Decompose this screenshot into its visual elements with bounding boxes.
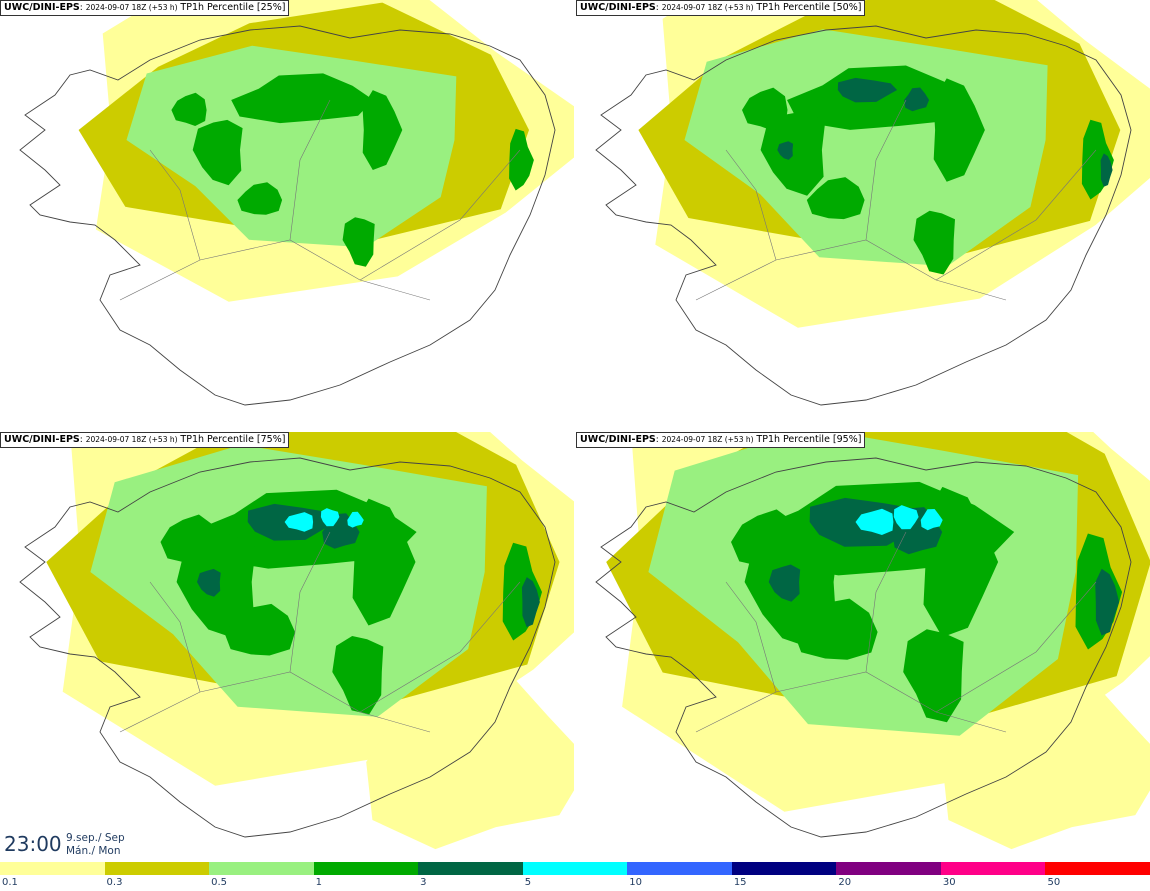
precip-area-3: [777, 141, 794, 160]
precip-area-1: [192, 119, 243, 186]
map-panel-p25: UWC/DINI-EPS: 2024-09-07 18Z (+53 h) TP1…: [0, 0, 574, 430]
precip-area-1: [231, 73, 374, 124]
variable-label: TP1h Percentile [75%]: [180, 434, 286, 445]
valid-date: 9.sep./ Sep Mán./ Mon: [66, 832, 125, 858]
variable-label: TP1h Percentile [95%]: [756, 434, 862, 445]
legend-colorbar: [0, 862, 1150, 875]
precip-area-5: [855, 508, 894, 535]
precip-area-3: [1100, 153, 1113, 187]
precip-area-5: [284, 512, 314, 532]
legend-swatch: [731, 862, 837, 875]
legend-swatch: [0, 862, 105, 875]
precip-area-3: [521, 577, 540, 628]
precip-area-1: [731, 509, 798, 573]
precip-area-1: [237, 182, 283, 215]
legend-swatch: [836, 862, 941, 875]
run-time: 2024-09-07 18Z (+53 h): [85, 3, 178, 12]
legend-swatch: [418, 862, 523, 875]
legend-tick-label: 50: [1047, 877, 1061, 888]
coastline: [19, 457, 556, 838]
precip-area-1: [171, 92, 207, 126]
legend-swatch: [209, 862, 314, 875]
legend-tick-label: 0.1: [2, 877, 18, 888]
precipitation-map: [595, 0, 1150, 406]
legend-swatch: [522, 862, 628, 875]
run-time: 2024-09-07 18Z (+53 h): [85, 435, 178, 444]
precip-area-1: [362, 90, 403, 170]
precip-area-0.1: [366, 669, 574, 850]
valid-time: 23:00: [4, 832, 62, 856]
precip-area-5: [893, 505, 919, 530]
road-network: [119, 531, 521, 733]
precip-area-3: [1095, 568, 1120, 636]
map-panel-p50: UWC/DINI-EPS: 2024-09-07 18Z (+53 h) TP1…: [576, 0, 1150, 430]
precip-area-1: [332, 636, 384, 715]
legend-tick-label: 0.5: [211, 877, 227, 888]
legend-tick-label: 10: [629, 877, 642, 888]
map-panel-p95: UWC/DINI-EPS: 2024-09-07 18Z (+53 h) TP1…: [576, 432, 1150, 862]
panel-title: UWC/DINI-EPS: 2024-09-07 18Z (+53 h) TP1…: [576, 432, 866, 448]
model-name: UWC/DINI-EPS: [580, 434, 656, 445]
legend-swatch: [940, 862, 1046, 875]
precip-area-1: [933, 78, 985, 182]
legend-tick-label: 20: [838, 877, 852, 888]
panel-title: UWC/DINI-EPS: 2024-09-07 18Z (+53 h) TP1…: [0, 0, 290, 16]
legend-swatch: [627, 862, 732, 875]
legend-tick-label: 15: [733, 877, 747, 888]
legend-tick-label: 3: [420, 877, 427, 888]
legend-tick-label: 0.3: [106, 877, 123, 888]
legend-swatch: [313, 862, 419, 875]
legend-swatch: [104, 862, 210, 875]
precip-area-5: [920, 509, 943, 531]
model-name: UWC/DINI-EPS: [4, 2, 80, 13]
precip-area-1: [160, 514, 217, 568]
precip-area-1: [903, 629, 964, 723]
precip-area-1: [760, 111, 826, 196]
color-legend: 0.1 0.3 0.5 1 3 5 10 15 20 30 50: [0, 862, 1150, 891]
legend-tick-label: 30: [942, 877, 956, 888]
run-time: 2024-09-07 18Z (+53 h): [661, 435, 754, 444]
coastline: [595, 457, 1132, 838]
model-name: UWC/DINI-EPS: [580, 2, 656, 13]
variable-label: TP1h Percentile [25%]: [180, 2, 286, 13]
precipitation-map: [19, 432, 574, 850]
legend-swatch: [1045, 862, 1150, 875]
precip-area-1: [352, 498, 416, 626]
valid-date-line1: 9.sep./ Sep: [66, 832, 125, 844]
precip-area-1: [742, 87, 788, 131]
precip-area-1: [913, 210, 955, 275]
map-panel-p75: UWC/DINI-EPS: 2024-09-07 18Z (+53 h) TP1…: [0, 432, 574, 862]
variable-label: TP1h Percentile [50%]: [756, 2, 862, 13]
precip-area-1: [793, 598, 878, 660]
precip-area-3: [197, 568, 221, 597]
precipitation-map: [595, 432, 1150, 850]
precip-area-3: [904, 87, 930, 112]
precip-area-1: [224, 603, 296, 656]
road-network: [695, 531, 1097, 733]
precipitation-map: [19, 0, 574, 406]
precip-area-3: [768, 564, 801, 602]
coastline: [19, 25, 556, 406]
valid-date-line2: Mán./ Mon: [66, 845, 121, 857]
precip-area-3: [837, 77, 898, 103]
coastline: [595, 25, 1132, 406]
panel-title: UWC/DINI-EPS: 2024-09-07 18Z (+53 h) TP1…: [576, 0, 866, 16]
road-network: [119, 99, 521, 301]
precip-area-5: [320, 508, 340, 527]
valid-time-box: 23:00 9.sep./ Sep Mán./ Mon: [0, 830, 130, 860]
run-time: 2024-09-07 18Z (+53 h): [661, 3, 754, 12]
precip-area-1: [342, 217, 375, 267]
legend-tick-label: 5: [524, 877, 532, 888]
road-network: [695, 99, 1097, 301]
model-name: UWC/DINI-EPS: [4, 434, 80, 445]
precip-area-1: [923, 486, 999, 638]
precip-area-5: [347, 511, 364, 528]
panel-title: UWC/DINI-EPS: 2024-09-07 18Z (+53 h) TP1…: [0, 432, 290, 448]
precip-area-1: [509, 128, 534, 191]
precip-area-1: [806, 177, 865, 220]
precip-area-0.1: [942, 669, 1150, 850]
legend-tick-label: 1: [315, 877, 322, 888]
